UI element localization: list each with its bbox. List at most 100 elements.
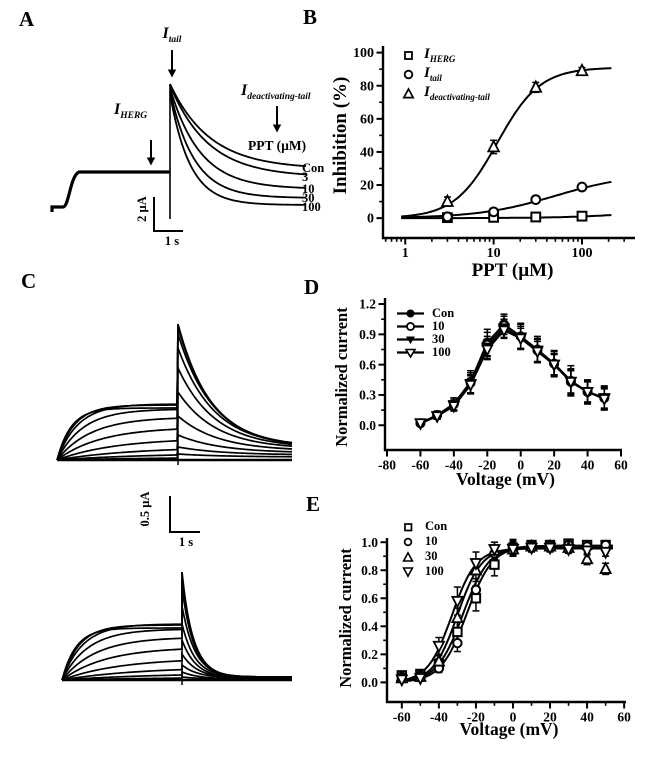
legend-item: Ideactivating-tail bbox=[402, 84, 490, 103]
panel-b-x-axis-title: PPT (µM) bbox=[471, 260, 554, 281]
legend-label-sub: HERG bbox=[429, 54, 456, 64]
svg-text:40: 40 bbox=[580, 710, 594, 725]
svg-text:1: 1 bbox=[402, 246, 409, 261]
panel-label-c: C bbox=[21, 269, 37, 293]
legend-label: Con bbox=[432, 306, 455, 321]
i-herg-symbol: I bbox=[114, 101, 121, 118]
panel-e-chart: -60 -40 -20 0 20 40 60 0.0 0.2 0.4 0.6 0.8 1.0 bbox=[361, 535, 631, 725]
svg-text:-40: -40 bbox=[430, 710, 448, 725]
svg-text:0.4: 0.4 bbox=[361, 619, 378, 634]
svg-text:1.0: 1.0 bbox=[361, 535, 378, 550]
legend-label: 100 bbox=[425, 564, 444, 579]
filled-circle-line-marker-icon bbox=[397, 308, 424, 319]
svg-text:20: 20 bbox=[360, 179, 374, 194]
panel-d-x-axis-title: Voltage (mV) bbox=[456, 469, 555, 489]
panel-c-traces bbox=[56, 323, 293, 685]
open-circle-line-marker-icon bbox=[397, 321, 424, 332]
open-triangle-down-line-marker-icon bbox=[397, 347, 424, 358]
i-herg-subscript: HERG bbox=[120, 111, 148, 122]
panel-label-d: D bbox=[304, 275, 320, 299]
panel-label-e: E bbox=[306, 492, 321, 516]
svg-text:0.0: 0.0 bbox=[361, 675, 378, 690]
svg-text:80: 80 bbox=[360, 79, 374, 94]
legend-label: 100 bbox=[432, 345, 451, 360]
legend-item: 30 bbox=[397, 333, 454, 346]
legend-item: 30 bbox=[402, 549, 447, 564]
panel-d-chart: -80 -60 -40 -20 0 20 40 60 0.0 0.3 0.6 0.9 1.2 bbox=[359, 297, 628, 473]
legend-item: IHERG bbox=[402, 46, 490, 65]
svg-text:-20: -20 bbox=[467, 710, 485, 725]
svg-text:0: 0 bbox=[510, 710, 517, 725]
svg-text:-60: -60 bbox=[393, 710, 411, 725]
svg-text:10: 10 bbox=[487, 246, 501, 261]
open-triangle-up-marker-icon bbox=[402, 550, 414, 563]
svg-text:-20: -20 bbox=[478, 458, 496, 473]
scalebar-c-horizontal-label: 1 s bbox=[178, 535, 194, 549]
open-triangle-up-marker-icon bbox=[402, 87, 415, 100]
trace-label-30: 30 bbox=[302, 191, 315, 205]
svg-text:-80: -80 bbox=[378, 458, 396, 473]
panel-a-traces bbox=[50, 50, 307, 232]
open-square-marker-icon bbox=[402, 521, 414, 533]
svg-text:100: 100 bbox=[353, 46, 374, 61]
legend-item: Con bbox=[397, 307, 454, 320]
svg-text:0.6: 0.6 bbox=[359, 357, 376, 372]
panel-d-legend: Con 10 30 100 bbox=[397, 307, 454, 359]
legend-label: 10 bbox=[425, 534, 438, 549]
panel-e-y-axis-title: Normalized current bbox=[336, 548, 355, 688]
legend-label: IHERG bbox=[424, 47, 455, 64]
legend-label: Ideactivating-tail bbox=[424, 85, 490, 102]
svg-text:40: 40 bbox=[360, 146, 374, 161]
annotation-i-herg: IHERG bbox=[114, 102, 147, 122]
trace-label-3: 3 bbox=[302, 170, 309, 184]
open-circle-marker-icon bbox=[402, 68, 415, 81]
open-triangle-down-marker-icon bbox=[402, 566, 414, 578]
panel-label-b: B bbox=[303, 5, 318, 29]
trace-label-100: 100 bbox=[302, 200, 321, 214]
svg-text:0.6: 0.6 bbox=[361, 591, 378, 606]
svg-text:0: 0 bbox=[517, 458, 524, 473]
svg-text:0.8: 0.8 bbox=[361, 563, 378, 578]
legend-label: Itail bbox=[424, 66, 442, 83]
svg-text:-40: -40 bbox=[445, 458, 463, 473]
svg-text:-60: -60 bbox=[411, 458, 429, 473]
panel-d-y-axis-title: Normalized current bbox=[332, 307, 351, 447]
legend-label-sub: deactivating-tail bbox=[429, 92, 490, 102]
legend-label-sub: tail bbox=[429, 73, 442, 83]
i-tail-symbol: I bbox=[162, 25, 169, 42]
svg-text:20: 20 bbox=[547, 458, 561, 473]
trace-label-con: Con bbox=[302, 161, 325, 175]
svg-text:100: 100 bbox=[571, 246, 592, 261]
svg-text:0.2: 0.2 bbox=[361, 647, 378, 662]
svg-text:1.2: 1.2 bbox=[359, 297, 376, 312]
legend-item: 10 bbox=[402, 534, 447, 549]
open-square-marker-icon bbox=[402, 49, 415, 62]
svg-text:20: 20 bbox=[543, 710, 557, 725]
i-deact-subscript: deactivating-tail bbox=[247, 92, 311, 103]
legend-label-main: I bbox=[424, 46, 430, 62]
svg-text:0.3: 0.3 bbox=[359, 388, 376, 403]
legend-item: 10 bbox=[397, 320, 454, 333]
scalebar-a-horizontal-label: 1 s bbox=[164, 234, 180, 248]
panel-b-chart: 1 10 100 0 20 40 60 80 100 bbox=[353, 46, 635, 261]
legend-item: 100 bbox=[397, 346, 454, 359]
panel-e-legend: Con 10 30 100 bbox=[402, 519, 447, 579]
ppt-unit-label: PPT (µM) bbox=[248, 138, 307, 153]
open-circle-marker-icon bbox=[402, 536, 414, 548]
panel-b-y-axis-title: Inhibition (%) bbox=[330, 76, 351, 195]
legend-label: Con bbox=[425, 519, 448, 534]
legend-item: Itail bbox=[402, 65, 490, 84]
legend-item: Con bbox=[402, 519, 447, 534]
svg-text:60: 60 bbox=[360, 112, 374, 127]
legend-label: 30 bbox=[425, 549, 438, 564]
svg-text:40: 40 bbox=[581, 458, 595, 473]
svg-text:60: 60 bbox=[614, 458, 628, 473]
annotation-i-tail: Itail bbox=[150, 26, 194, 46]
annotation-i-deactivating-tail: Ideactivating-tail bbox=[241, 83, 311, 103]
panel-label-a: A bbox=[19, 7, 35, 31]
legend-label-main: I bbox=[424, 65, 430, 81]
svg-text:0.9: 0.9 bbox=[359, 327, 376, 342]
svg-text:60: 60 bbox=[617, 710, 631, 725]
legend-label-main: I bbox=[424, 84, 430, 100]
